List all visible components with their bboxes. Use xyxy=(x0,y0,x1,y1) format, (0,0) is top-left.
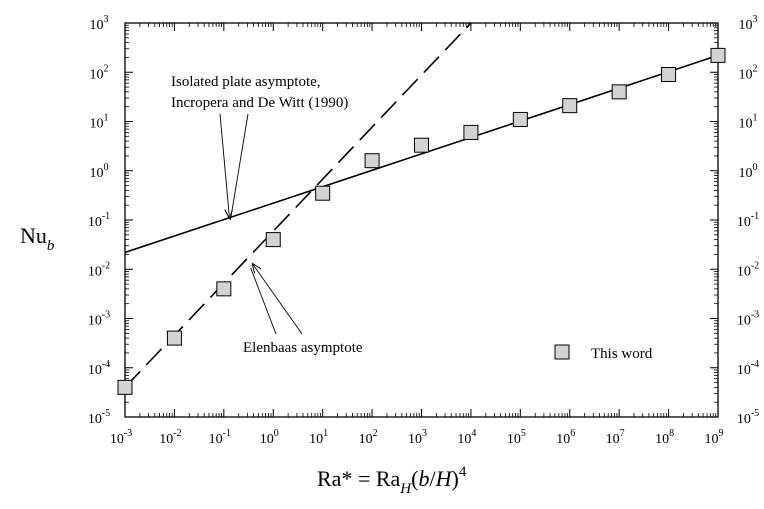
y-tick-label-right: 10-3 xyxy=(737,310,759,329)
data-point xyxy=(661,67,677,83)
axis-labels: Nub Ra* = RaH(b/H)4 xyxy=(20,223,467,497)
x-tick-label: 102 xyxy=(359,428,378,447)
data-point xyxy=(117,379,133,395)
x-tick-label: 109 xyxy=(705,428,724,447)
y-tick-label-right: 102 xyxy=(739,63,758,82)
y-tick-label-right: 103 xyxy=(739,14,758,33)
data-point xyxy=(463,124,479,140)
legend: This word xyxy=(554,344,653,362)
data-points xyxy=(117,47,726,395)
y-tick-label-left: 103 xyxy=(90,14,109,33)
x-tick-label: 101 xyxy=(309,428,328,447)
data-point xyxy=(414,137,429,153)
y-tick-label-right: 10-5 xyxy=(737,408,759,427)
elenbaas-arrow-2 xyxy=(250,267,277,335)
elenbaas-asymptote-line xyxy=(124,22,472,388)
data-point xyxy=(710,47,726,63)
data-point xyxy=(512,111,528,127)
x-tick-label: 10-1 xyxy=(209,428,231,447)
ticks: 10-3 10-2 10-1 100 101 102 103 104 105 106 107 108 1… xyxy=(88,14,759,447)
data-point xyxy=(364,153,380,169)
y-tick-label-left: 10-5 xyxy=(88,408,110,427)
x-tick-label: 10-2 xyxy=(159,428,181,447)
x-tick-label: 10-3 xyxy=(110,428,132,447)
x-tick-label: 100 xyxy=(260,428,279,447)
data-point xyxy=(166,330,182,346)
x-tick-label: 103 xyxy=(408,428,427,447)
y-tick-label-left: 10-4 xyxy=(88,359,110,378)
y-tick-label-right: 10-1 xyxy=(737,211,759,230)
y-tick-label-right: 10-2 xyxy=(737,260,759,279)
legend-marker xyxy=(554,344,570,360)
data-point xyxy=(216,281,232,297)
y-tick-label-left: 102 xyxy=(90,63,109,82)
isolated-plate-annotation-line2: Incropera and De Witt (1990) xyxy=(171,95,348,111)
y-tick-label-right: 101 xyxy=(739,113,758,132)
y-tick-label-left: 10-2 xyxy=(88,260,110,279)
y-tick-label-left: 10-3 xyxy=(88,310,110,329)
y-tick-label-right: 10-4 xyxy=(737,359,759,378)
x-axis-label: Ra* = RaH(b/H)4 xyxy=(317,464,467,497)
annotations: Isolated plate asymptote, Incropera and D… xyxy=(171,74,363,356)
x-tick-label: 105 xyxy=(507,428,526,447)
x-tick-label: 106 xyxy=(556,428,575,447)
y-tick-label-right: 100 xyxy=(739,162,758,181)
legend-label: This word xyxy=(591,346,653,362)
isolated-plate-arrow xyxy=(219,113,229,218)
x-tick-label: 104 xyxy=(457,428,476,447)
isolated-plate-annotation: Isolated plate asymptote, xyxy=(171,74,321,90)
y-axis-label: Nub xyxy=(20,223,55,254)
data-point xyxy=(265,232,281,248)
x-tick-label: 107 xyxy=(606,428,625,447)
x-tick-label: 108 xyxy=(655,428,674,447)
y-tick-label-left: 10-1 xyxy=(88,211,110,230)
data-point xyxy=(562,98,578,114)
isolated-plate-arrow-2 xyxy=(230,113,249,221)
elenbaas-arrow xyxy=(253,264,303,335)
data-point xyxy=(611,84,627,100)
elenbaas-annotation: Elenbaas asymptote xyxy=(243,340,363,356)
y-tick-label-left: 101 xyxy=(90,113,109,132)
y-tick-label-left: 100 xyxy=(90,162,109,181)
data-point xyxy=(315,185,331,201)
